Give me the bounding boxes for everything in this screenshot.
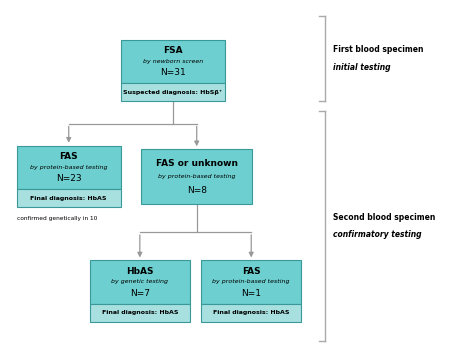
Text: HbAS: HbAS: [126, 267, 154, 276]
FancyBboxPatch shape: [121, 40, 225, 83]
FancyBboxPatch shape: [90, 304, 190, 322]
Text: by protein-based testing: by protein-based testing: [158, 174, 236, 179]
Text: Final diagnosis: HbAS: Final diagnosis: HbAS: [213, 310, 290, 315]
Text: First blood specimen: First blood specimen: [333, 45, 424, 54]
Text: by newborn screen: by newborn screen: [143, 59, 203, 64]
Text: Final diagnosis: HbAS: Final diagnosis: HbAS: [101, 310, 178, 315]
FancyBboxPatch shape: [17, 189, 121, 208]
Text: Second blood specimen: Second blood specimen: [333, 213, 436, 222]
Text: FAS: FAS: [242, 267, 261, 276]
Text: confirmatory testing: confirmatory testing: [333, 230, 422, 239]
Text: by protein-based testing: by protein-based testing: [30, 165, 108, 170]
FancyBboxPatch shape: [90, 261, 190, 304]
Text: N=23: N=23: [56, 174, 82, 183]
Text: by genetic testing: by genetic testing: [111, 280, 168, 285]
Text: FAS: FAS: [59, 152, 78, 161]
FancyBboxPatch shape: [201, 261, 301, 304]
FancyBboxPatch shape: [121, 83, 225, 101]
Text: Suspected diagnosis: HbSβ⁺: Suspected diagnosis: HbSβ⁺: [123, 90, 223, 95]
Text: N=31: N=31: [160, 68, 186, 77]
Text: N=8: N=8: [187, 186, 207, 195]
FancyBboxPatch shape: [141, 149, 252, 204]
Text: N=7: N=7: [130, 289, 150, 298]
Text: Final diagnosis: HbAS: Final diagnosis: HbAS: [30, 196, 107, 201]
FancyBboxPatch shape: [201, 304, 301, 322]
Text: confirmed genetically in 10: confirmed genetically in 10: [17, 216, 97, 221]
Text: FSA: FSA: [163, 47, 183, 55]
Text: FAS or unknown: FAS or unknown: [156, 159, 237, 168]
Text: initial testing: initial testing: [333, 62, 391, 72]
Text: N=1: N=1: [241, 289, 261, 298]
FancyBboxPatch shape: [17, 146, 121, 189]
Text: by protein-based testing: by protein-based testing: [212, 280, 290, 285]
